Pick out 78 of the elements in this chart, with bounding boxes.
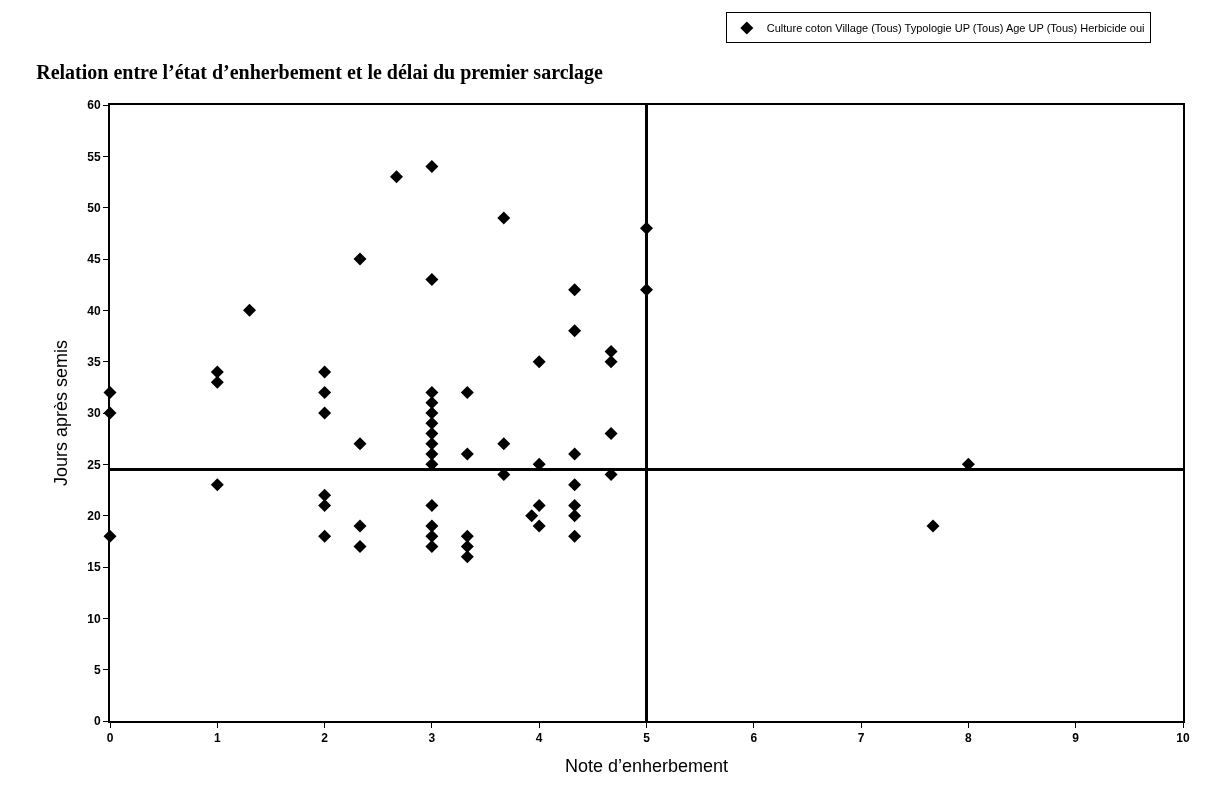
point (425, 273, 439, 287)
point (604, 355, 618, 369)
point (568, 478, 582, 492)
point (425, 385, 439, 399)
point (460, 539, 474, 553)
point (568, 447, 582, 461)
point (525, 509, 539, 523)
x-tick-label: 6 (750, 731, 758, 746)
point (425, 160, 439, 174)
point (425, 437, 439, 451)
y-tick-label: 0 (93, 714, 101, 729)
point (460, 529, 474, 543)
point (318, 488, 332, 502)
x-tick-label: 10 (1176, 731, 1190, 746)
point (460, 385, 474, 399)
point (425, 427, 439, 441)
y-tick-label: 25 (87, 457, 101, 472)
point (604, 427, 618, 441)
point (210, 365, 224, 379)
point (926, 519, 940, 533)
chart-title: Relation entre l’état d’enherbement et le délai du premier sarclage (36, 61, 604, 85)
point (568, 529, 582, 543)
point (460, 550, 474, 564)
y-axis-title: Jours après semis (50, 339, 71, 487)
x-tick-label: 9 (1072, 731, 1080, 746)
point (497, 211, 511, 225)
point (425, 447, 439, 461)
point (353, 252, 367, 266)
point (568, 509, 582, 523)
y-tick-label: 55 (87, 149, 101, 164)
y-tick-label: 45 (87, 252, 101, 267)
y-tick-label: 10 (87, 611, 101, 626)
point (318, 385, 332, 399)
point (389, 170, 403, 184)
point (532, 355, 546, 369)
point (425, 539, 439, 553)
point (425, 416, 439, 430)
point (210, 478, 224, 492)
point (568, 324, 582, 338)
y-tick-label: 20 (87, 508, 101, 523)
y-tick-label: 50 (87, 200, 101, 215)
point (425, 519, 439, 533)
point (318, 529, 332, 543)
point (353, 539, 367, 553)
point (460, 447, 474, 461)
y-tick-label: 60 (87, 98, 101, 113)
point (532, 519, 546, 533)
point (318, 406, 332, 420)
x-tick-label: 3 (428, 731, 436, 746)
y-tick-label: 15 (87, 560, 101, 575)
x-tick-label: 5 (643, 731, 651, 746)
x-axis-title: Note d’enherbement (564, 756, 729, 776)
point (425, 396, 439, 410)
point (242, 303, 256, 317)
point (210, 375, 224, 389)
point (568, 283, 582, 297)
point (532, 498, 546, 512)
point (497, 437, 511, 451)
x-tick-label: 2 (321, 731, 329, 746)
y-tick-label: 30 (87, 406, 101, 421)
point (353, 437, 367, 451)
point (604, 344, 618, 358)
y-tick-label: 35 (87, 354, 101, 369)
point (425, 406, 439, 420)
x-tick-label: 1 (213, 731, 221, 746)
y-tick-label: 40 (87, 303, 101, 318)
y-tick-label: 5 (93, 662, 101, 677)
x-tick-label: 0 (106, 731, 114, 746)
point (425, 498, 439, 512)
point (318, 498, 332, 512)
point (425, 529, 439, 543)
legend-label: Culture coton Village (Tous) Typologie UP (Tous) Age UP (Tous) Herbicide oui (766, 22, 1145, 35)
point (353, 519, 367, 533)
x-tick-label: 8 (965, 731, 973, 746)
point (318, 365, 332, 379)
x-tick-label: 7 (857, 731, 865, 746)
x-tick-label: 4 (535, 731, 543, 746)
point (568, 498, 582, 512)
